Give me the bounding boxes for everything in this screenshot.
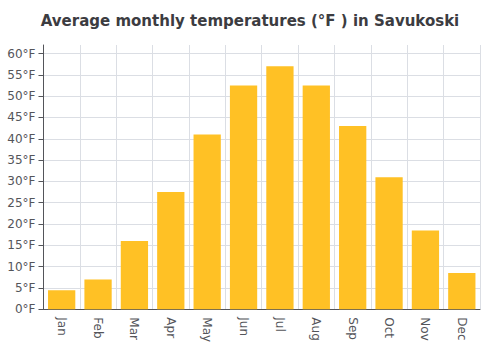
svg-text:0°F: 0°F [15,302,36,316]
svg-text:Jul: Jul [273,316,287,331]
svg-text:15°F: 15°F [7,238,35,252]
svg-text:30°F: 30°F [7,174,35,188]
svg-text:10°F: 10°F [7,260,35,274]
svg-text:50°F: 50°F [7,89,35,103]
svg-text:40°F: 40°F [7,132,35,146]
svg-text:Average monthly temperatures (: Average monthly temperatures (°F ) in Sa… [41,12,460,30]
svg-text:Feb: Feb [91,317,105,338]
svg-text:60°F: 60°F [7,47,35,61]
svg-text:Nov: Nov [418,317,432,340]
svg-text:20°F: 20°F [7,217,35,231]
svg-text:May: May [200,317,214,342]
svg-text:Apr: Apr [164,317,178,338]
svg-text:35°F: 35°F [7,153,35,167]
svg-text:5°F: 5°F [15,281,36,295]
svg-text:Jan: Jan [55,316,69,336]
svg-text:Sep: Sep [346,317,360,340]
svg-text:Mar: Mar [127,317,141,340]
svg-text:45°F: 45°F [7,110,35,124]
svg-text:Dec: Dec [455,317,469,340]
svg-text:55°F: 55°F [7,68,35,82]
svg-text:Oct: Oct [382,317,396,338]
svg-text:25°F: 25°F [7,196,35,210]
svg-text:Aug: Aug [309,317,323,340]
svg-text:Jun: Jun [237,316,251,336]
